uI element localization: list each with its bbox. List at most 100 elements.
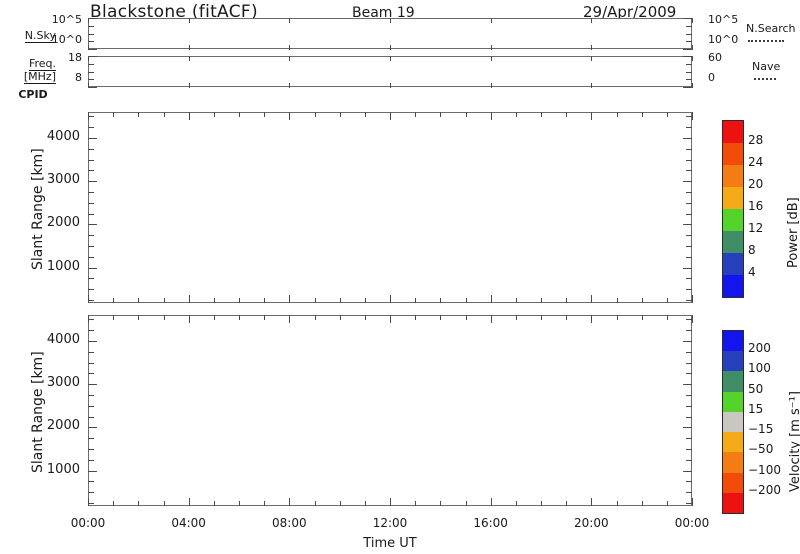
power-colorbar[interactable] (722, 120, 744, 298)
velocity-xtick-top-23 (666, 315, 668, 320)
frequency-panel[interactable] (88, 56, 692, 87)
xtick-label-4: 16:00 (473, 516, 508, 530)
velocity-ytick-minor-2500 (88, 405, 94, 407)
freq-ytick-right-3 (686, 79, 692, 81)
velocity-ytick-minor-3250 (88, 373, 94, 375)
power_colorbar-tick-label-2: 24 (748, 155, 764, 169)
velocity-xtick-bottom-14 (440, 501, 442, 506)
velocity-ytick-minor-3750 (88, 351, 94, 353)
power-xtick-bottom-3 (163, 298, 165, 303)
velocity-xtick-top-13 (415, 315, 417, 320)
velocity-xtick-top-10 (339, 315, 341, 320)
power-xtick-top-20 (591, 112, 593, 120)
velocity_colorbar-band-4 (723, 411, 743, 433)
freq-xtick-bottom-16 (490, 83, 492, 88)
velocity-colorbar-title: Velocity [m s⁻¹] (788, 391, 800, 492)
velocity-xtick-top-9 (314, 315, 316, 320)
velocity-ytick-label-3000: 3000 (46, 375, 80, 391)
power-xtick-top-4 (188, 112, 190, 120)
power_colorbar-band-4 (723, 209, 743, 231)
velocity-xtick-top-1 (113, 315, 115, 320)
noise-ytick-right-0 (683, 18, 692, 19)
power-ytick-minor-3500 (88, 159, 94, 161)
velocity-ytick-minor-2250 (88, 416, 94, 418)
power-xtick-top-19 (566, 112, 568, 117)
velocity-ytick-minor-500 (88, 492, 94, 494)
velocity-ytick-major-3000 (88, 384, 97, 386)
velocity-xtick-bottom-3 (163, 501, 165, 506)
velocity-xtick-bottom-6 (239, 501, 240, 506)
velocity-xtick-top-22 (641, 315, 643, 320)
velocity-ytick-minor-right-2250 (686, 416, 692, 418)
power-xtick-bottom-12 (390, 295, 391, 303)
power-xtick-top-22 (641, 112, 643, 117)
velocity-ytick-minor-right-1750 (686, 438, 692, 440)
velocity-xtick-bottom-0 (88, 498, 89, 506)
power_colorbar-tick-label-5: 12 (748, 221, 764, 235)
freq-xtick-bottom-4 (188, 83, 190, 88)
power-xtick-bottom-16 (490, 295, 492, 303)
power-plot-panel[interactable] (88, 112, 692, 303)
noise-xtick-top-20 (591, 18, 593, 23)
velocity-xtick-top-11 (364, 315, 366, 320)
velocity-ytick-minor-4500 (88, 319, 94, 321)
velocity-colorbar[interactable] (722, 330, 744, 514)
noise-ytick-right-2 (686, 33, 692, 35)
freq-xtick-top-4 (188, 56, 190, 61)
power_colorbar-tick-label-1: 28 (748, 133, 764, 147)
power-ytick-minor-2750 (88, 191, 94, 193)
power-ytick-major-right-3000 (683, 181, 692, 183)
velocity-xtick-bottom-24 (692, 498, 693, 506)
noise-panel-label-text: N.Sky (24, 29, 56, 43)
noise-ytick-right-4 (683, 49, 692, 50)
power-ytick-minor-1500 (88, 245, 94, 247)
velocity-xtick-top-0 (88, 315, 89, 323)
power-xtick-top-13 (415, 112, 417, 117)
velocity-ytick-major-1000 (88, 470, 97, 472)
frequency-panel-label-line2: [MHz] (23, 70, 56, 84)
noise-ytick-high-left: 10^5 (51, 13, 82, 26)
noise-xtick-top-4 (188, 18, 190, 23)
power_colorbar-tick-label-4: 16 (748, 199, 764, 213)
noise-xtick-bottom-8 (289, 45, 291, 50)
power-xtick-top-23 (666, 112, 668, 117)
power-ytick-minor-right-1500 (686, 245, 692, 247)
power-xtick-bottom-15 (465, 298, 467, 303)
power-ytick-major-1000 (88, 267, 97, 269)
freq-xtick-bottom-20 (591, 83, 593, 88)
velocity-ytick-minor-4250 (88, 330, 94, 332)
power-ytick-minor-right-3750 (686, 148, 692, 150)
velocity_colorbar-tick-label-5: −15 (748, 422, 774, 437)
noise-xtick-top-0 (88, 18, 89, 23)
velocity-plot-panel[interactable] (88, 315, 692, 506)
noise-ytick-high-right: 10^5 (708, 13, 739, 26)
velocity-xtick-top-16 (490, 315, 492, 323)
power_colorbar-band-5 (723, 231, 743, 253)
frequency-ytick-low-left: 8 (75, 71, 82, 84)
velocity_colorbar-tick-label-7: −100 (748, 462, 781, 477)
velocity-xtick-top-12 (390, 315, 391, 323)
noise-xtick-top-16 (490, 18, 492, 23)
velocity-xtick-bottom-9 (314, 501, 316, 506)
freq-xtick-bottom-8 (289, 83, 291, 88)
velocity_colorbar-band-1 (723, 351, 743, 372)
power-xtick-top-21 (616, 112, 618, 117)
noise-xtick-top-12 (390, 18, 391, 23)
freq-xtick-bottom-24 (692, 83, 693, 88)
power-xtick-top-0 (88, 112, 89, 120)
power-colorbar-title: Power [dB] (786, 197, 800, 268)
velocity-xtick-bottom-15 (465, 501, 467, 506)
power-ytick-minor-right-2250 (686, 213, 692, 215)
freq-ytick-left-3 (88, 79, 94, 81)
power-xtick-top-11 (364, 112, 366, 117)
velocity-xtick-bottom-23 (666, 501, 668, 506)
velocity-ytick-minor-1750 (88, 438, 94, 440)
power-ytick-minor-4500 (88, 116, 94, 118)
velocity-ytick-major-right-2000 (683, 427, 692, 429)
velocity-ytick-minor-right-750 (686, 481, 692, 483)
velocity-xtick-top-6 (239, 315, 240, 320)
power-xtick-top-3 (163, 112, 165, 117)
freq-ytick-left-0 (88, 56, 97, 57)
velocity-xtick-bottom-17 (515, 501, 517, 506)
velocity_colorbar-band-7 (723, 472, 743, 493)
